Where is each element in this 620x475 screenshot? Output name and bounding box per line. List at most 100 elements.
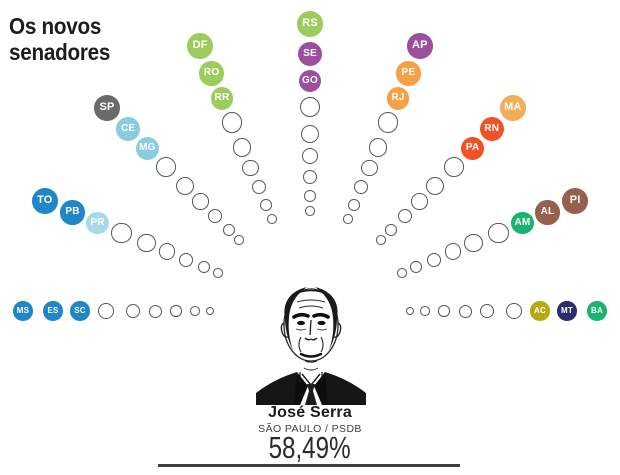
empty-seat — [266, 213, 277, 224]
seat-label: RJ — [391, 92, 405, 104]
seat-label: MA — [504, 101, 522, 114]
forehead-lines — [296, 299, 326, 309]
seat-label: CE — [121, 123, 136, 135]
empty-seat — [354, 180, 369, 195]
empty-seat — [426, 252, 441, 267]
empty-seat — [300, 124, 320, 144]
empty-seat — [197, 261, 210, 273]
person-percent: 58,49% — [160, 430, 460, 466]
seat-BA: BA — [587, 301, 607, 321]
empty-seat — [205, 306, 215, 316]
empty-seat — [488, 222, 509, 244]
tie — [305, 391, 317, 405]
empty-seat — [506, 303, 522, 319]
hair-right — [315, 287, 338, 350]
seat-label: SP — [99, 101, 115, 114]
empty-seat — [397, 267, 408, 278]
empty-seat — [375, 235, 386, 246]
eyebrow-left — [292, 312, 310, 319]
seat-label: MS — [16, 306, 30, 316]
empty-seat — [190, 306, 200, 316]
seat-SP: SP — [94, 95, 120, 121]
seat-CE: CE — [116, 117, 141, 142]
seat-label: SC — [74, 306, 86, 316]
neck-lines — [299, 372, 323, 383]
seat-label: BA — [591, 306, 603, 316]
seat-AM: AM — [511, 211, 534, 235]
nose — [304, 319, 318, 341]
empty-seat — [343, 213, 354, 224]
empty-seat — [299, 96, 321, 118]
empty-seat — [208, 209, 223, 224]
lapel-right — [314, 372, 328, 405]
empty-seat — [438, 305, 450, 317]
empty-seat — [385, 223, 398, 236]
empty-seat — [158, 243, 175, 260]
seat-label: SE — [303, 47, 317, 59]
seat-label: ES — [47, 306, 59, 316]
seat-label: GO — [302, 74, 318, 86]
seat-label: PR — [90, 216, 105, 228]
seat-label: DF — [192, 39, 208, 52]
person-name: José Serra — [268, 404, 352, 421]
seat-label: AC — [534, 306, 546, 316]
seat-label: RN — [484, 123, 500, 135]
seat-MG: MG — [135, 136, 159, 160]
empty-seat — [445, 243, 462, 260]
seat-label: RS — [302, 17, 318, 30]
seat-label: PI — [569, 194, 581, 207]
empty-seat — [464, 234, 483, 253]
empty-seat — [192, 193, 209, 210]
empty-seat — [305, 206, 315, 216]
seat-GO: GO — [298, 69, 322, 93]
empty-seat — [458, 304, 472, 318]
seat-label: TO — [37, 194, 53, 207]
under-eye-lines — [295, 328, 328, 331]
empty-seat — [221, 112, 243, 133]
empty-seat — [479, 303, 495, 319]
seat-RN: RN — [479, 117, 504, 142]
empty-seat — [242, 159, 259, 176]
empty-seat — [222, 223, 235, 236]
lapel-left — [294, 372, 308, 405]
seat-PA: PA — [461, 136, 485, 160]
seat-ES: ES — [43, 301, 63, 321]
empty-seat — [410, 261, 423, 273]
seat-label: MT — [561, 306, 573, 316]
seat-SC: SC — [70, 301, 90, 321]
suit-right — [320, 372, 366, 405]
empty-seat — [234, 235, 245, 246]
seat-label: AL — [540, 206, 555, 218]
empty-seat — [361, 159, 378, 176]
seat-MT: MT — [557, 301, 577, 321]
empty-seat — [302, 169, 318, 185]
empty-seat — [98, 303, 114, 319]
percent-value: 58,49% — [268, 430, 351, 465]
empty-seat — [179, 252, 194, 267]
empty-seat — [348, 198, 360, 211]
seat-RJ: RJ — [386, 87, 410, 110]
empty-seat — [377, 112, 399, 133]
chin-crease — [303, 367, 319, 371]
empty-seat — [368, 138, 387, 157]
empty-seat — [397, 209, 412, 224]
eye-left — [297, 320, 305, 326]
empty-seat — [212, 267, 223, 278]
ear-right — [333, 322, 342, 338]
eye-right — [317, 320, 326, 326]
empty-seat — [233, 138, 252, 157]
seat-PI: PI — [562, 188, 588, 214]
seat-label: PE — [401, 67, 416, 79]
empty-seat — [301, 147, 319, 165]
seat-label: PB — [65, 206, 80, 218]
empty-seat — [111, 222, 132, 244]
smile-lines — [298, 336, 324, 353]
ear-left — [280, 322, 289, 338]
empty-seat — [411, 193, 428, 210]
seat-SE: SE — [297, 41, 323, 67]
eyebrow-right — [312, 312, 330, 319]
seat-DF: DF — [187, 33, 213, 59]
empty-seat — [175, 176, 195, 196]
suit-left — [256, 372, 302, 405]
